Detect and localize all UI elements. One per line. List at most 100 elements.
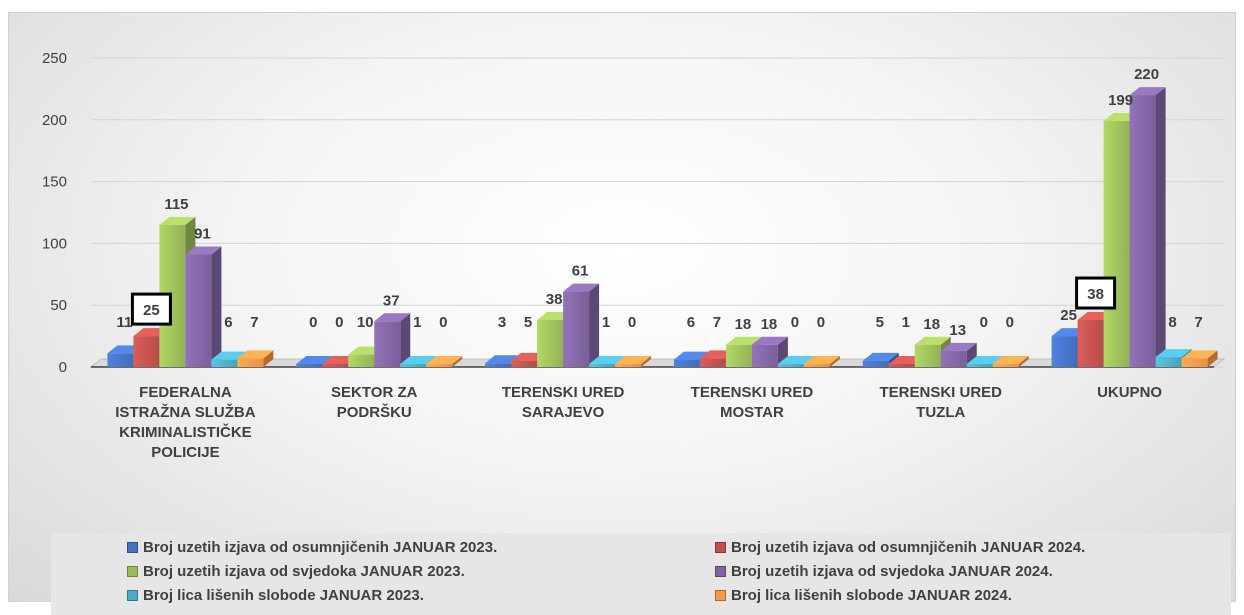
bar bbox=[237, 350, 274, 367]
bar-front bbox=[400, 364, 427, 367]
bar-top bbox=[374, 313, 411, 322]
data-label: 7 bbox=[250, 314, 258, 331]
bar-top bbox=[777, 356, 814, 364]
legend-item: Broj uzetih izjava od osumnjičenih JANUA… bbox=[715, 539, 1085, 556]
highlighted-label-box bbox=[1075, 276, 1117, 310]
bar-front bbox=[133, 336, 160, 367]
data-label: 0 bbox=[817, 314, 825, 331]
bar-front bbox=[888, 364, 915, 367]
y-tick-label: 150 bbox=[42, 174, 67, 191]
data-label: 220 bbox=[1134, 66, 1159, 83]
data-label: 10 bbox=[357, 314, 374, 331]
bar-front bbox=[615, 364, 642, 367]
bar-front bbox=[589, 364, 616, 367]
data-label: 18 bbox=[761, 316, 778, 333]
bar-front bbox=[211, 359, 238, 367]
bar bbox=[615, 356, 652, 367]
bar-top bbox=[725, 336, 762, 345]
bar-top bbox=[1129, 87, 1166, 96]
bar-top bbox=[426, 356, 463, 364]
data-label: 25 bbox=[1060, 307, 1077, 324]
bar-front bbox=[992, 364, 1019, 367]
bar bbox=[426, 356, 463, 367]
y-tick-label: 250 bbox=[42, 50, 67, 67]
legend-label: Broj uzetih izjava od osumnjičenih JANUA… bbox=[731, 539, 1086, 556]
bar-front bbox=[237, 358, 264, 367]
category-label: FEDERALNA ISTRAŽNA SLUŽBA KRIMINALISTIČKE P… bbox=[115, 384, 255, 461]
chart-legend: Broj uzetih izjava od osumnjičenih JANUA… bbox=[51, 533, 1231, 615]
data-label: 91 bbox=[194, 226, 211, 243]
data-label: 1 bbox=[602, 314, 610, 331]
data-label: 1 bbox=[902, 314, 910, 331]
data-label: 11 bbox=[116, 314, 132, 331]
data-label: 5 bbox=[876, 314, 884, 331]
data-label: 7 bbox=[1194, 314, 1202, 331]
legend-item: Broj uzetih izjava od svjedoka JANUAR 20… bbox=[127, 563, 465, 580]
category-label: TERENSKI URED TUZLA bbox=[879, 384, 1002, 421]
data-label: 8 bbox=[1168, 314, 1176, 331]
data-label: 0 bbox=[628, 314, 636, 331]
bar-top bbox=[185, 246, 222, 255]
bar-side bbox=[1155, 87, 1166, 367]
bar-front bbox=[348, 354, 375, 367]
data-label: 115 bbox=[164, 196, 188, 213]
bar-top bbox=[296, 356, 333, 364]
bar-top bbox=[751, 336, 788, 345]
bar-front bbox=[185, 254, 212, 367]
bar bbox=[563, 283, 600, 367]
legend-swatch bbox=[127, 566, 138, 577]
bar-top bbox=[992, 356, 1029, 364]
bar-front bbox=[1155, 357, 1182, 367]
bar-top bbox=[563, 283, 600, 292]
bar bbox=[803, 356, 840, 367]
legend-swatch bbox=[715, 566, 726, 577]
data-label: 18 bbox=[735, 316, 752, 333]
bar-front bbox=[426, 364, 453, 367]
data-label: 3 bbox=[498, 314, 506, 331]
highlighted-label-box bbox=[130, 292, 172, 326]
bar-top bbox=[237, 350, 274, 359]
bar-side bbox=[589, 283, 600, 367]
bar bbox=[185, 246, 222, 367]
bar-front bbox=[1103, 121, 1130, 367]
data-label: 0 bbox=[980, 314, 988, 331]
legend-label: Broj uzetih izjava od svjedoka JANUAR 20… bbox=[731, 563, 1053, 580]
bar-top bbox=[862, 352, 899, 361]
bar-front bbox=[322, 364, 349, 367]
category-label: TERENSKI URED SARAJEVO bbox=[502, 384, 625, 421]
legend-item: Broj uzetih izjava od svjedoka JANUAR 20… bbox=[715, 563, 1053, 580]
bar-front bbox=[725, 344, 752, 367]
bar bbox=[992, 356, 1029, 367]
data-label: 5 bbox=[524, 314, 532, 331]
bar bbox=[1129, 87, 1166, 367]
data-label: 0 bbox=[335, 314, 343, 331]
bar-side bbox=[641, 356, 652, 367]
legend-swatch bbox=[127, 542, 138, 553]
bar-side bbox=[211, 246, 222, 367]
data-label: 1 bbox=[413, 314, 421, 331]
data-label: 38 bbox=[1087, 286, 1104, 303]
bar-front bbox=[374, 321, 401, 367]
bar-top bbox=[589, 356, 626, 364]
y-tick-label: 50 bbox=[50, 297, 67, 314]
bar-front bbox=[803, 364, 830, 367]
category-label: TERENSKI URED MOSTAR bbox=[691, 384, 814, 421]
y-tick-label: 100 bbox=[42, 235, 67, 252]
data-label: 38 bbox=[546, 291, 563, 308]
bar-top bbox=[914, 336, 951, 345]
chart-frame: 0 50 100 150 200 250 11 25 115 91 6 7 0 0 10 37 1 0 3 5 38 61… bbox=[8, 12, 1236, 615]
bar-front bbox=[862, 360, 889, 367]
bar-front bbox=[1129, 95, 1156, 367]
data-label: 0 bbox=[309, 314, 317, 331]
bar-front bbox=[940, 350, 967, 367]
bar-top bbox=[1181, 350, 1218, 359]
legend-label: Broj lica lišenih slobode JANUAR 2024. bbox=[731, 587, 1012, 604]
bar-side bbox=[829, 356, 840, 367]
bar-top bbox=[940, 342, 977, 351]
legend-label: Broj uzetih izjava od svjedoka JANUAR 20… bbox=[143, 563, 465, 580]
legend-label: Broj uzetih izjava od osumnjičenih JANUA… bbox=[143, 539, 498, 556]
data-label: 199 bbox=[1108, 92, 1133, 109]
bar-side bbox=[1207, 350, 1218, 367]
data-label: 13 bbox=[949, 322, 966, 339]
